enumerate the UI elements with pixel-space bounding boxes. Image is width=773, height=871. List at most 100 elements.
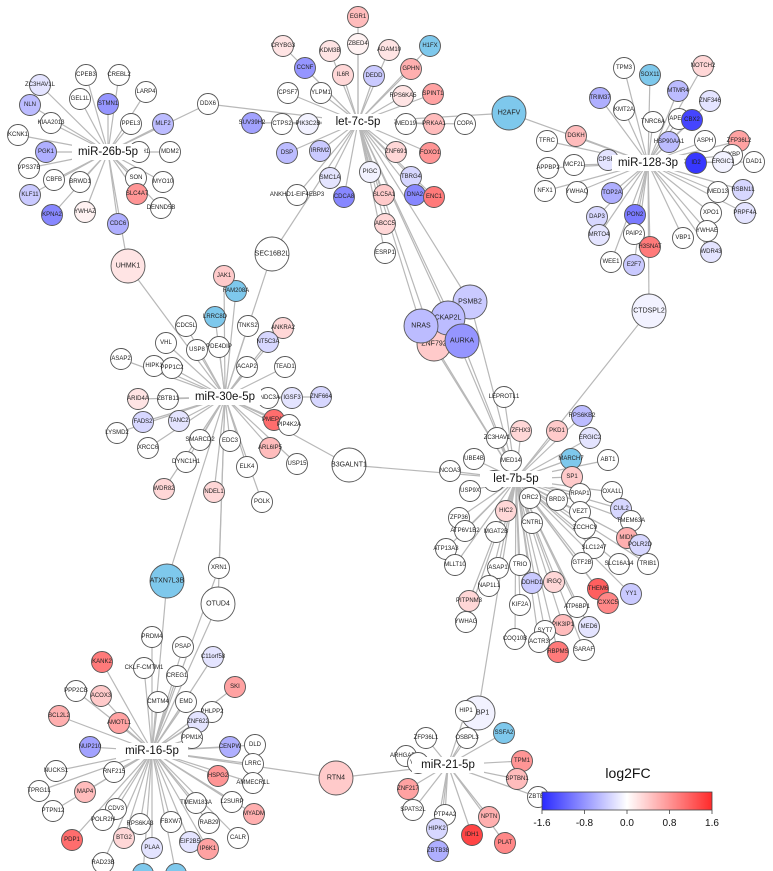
gene-node[interactable]: NAP1L1 — [478, 575, 501, 597]
gene-node[interactable]: POLK — [251, 491, 273, 513]
gene-node[interactable]: CXXC5 — [597, 592, 619, 614]
gene-node[interactable]: OXA1L — [601, 481, 623, 503]
gene-node[interactable]: CBFB — [43, 169, 65, 191]
gene-node[interactable]: LYSMD2 — [105, 422, 129, 444]
gene-node[interactable]: YY1 — [620, 583, 642, 605]
gene-node[interactable]: MRTO4 — [588, 224, 611, 246]
gene-node[interactable]: WDR82 — [153, 478, 175, 500]
gene-node[interactable]: CMTM4 — [147, 691, 169, 713]
gene-node[interactable]: NFX1 — [534, 180, 556, 202]
gene-node[interactable]: AMOTL1 — [107, 712, 132, 734]
gene-node[interactable]: KCNK1 — [7, 124, 29, 146]
gene-node[interactable]: PTPN12 — [42, 800, 65, 822]
gene-node[interactable]: BTG2 — [113, 827, 135, 849]
gene-node[interactable]: DEDD — [363, 65, 385, 87]
gene-node[interactable]: FOXO1 — [419, 142, 441, 164]
gene-node[interactable]: JAK1 — [213, 265, 235, 287]
gene-node[interactable]: ASPH — [694, 130, 716, 152]
gene-node[interactable]: CREG1 — [166, 665, 188, 687]
gene-node[interactable]: ZBTB11 — [157, 388, 179, 410]
gene-node[interactable]: ESRP1 — [374, 242, 396, 264]
gene-node[interactable]: SLC16A14 — [604, 553, 634, 575]
gene-node[interactable]: SPATS2L — [400, 799, 426, 821]
gene-node[interactable]: WDR43 — [700, 241, 722, 263]
gene-node[interactable]: H1FX — [419, 35, 441, 57]
gene-node[interactable]: ZNF346 — [699, 90, 721, 112]
gene-node[interactable]: ANKRA2 — [271, 317, 296, 339]
gene-node[interactable]: IP6K1 — [197, 838, 219, 860]
gene-node[interactable]: OSBPL3 — [455, 727, 479, 749]
gene-node[interactable]: STMN1 — [97, 93, 119, 115]
gene-node[interactable]: SPTBN1 — [505, 768, 529, 790]
gene-node[interactable]: RPS6KA3 — [126, 813, 154, 835]
gene-node[interactable]: GPHN — [400, 58, 422, 80]
gene-node[interactable]: MDM2 — [159, 141, 181, 163]
gene-node[interactable]: MLLT10 — [444, 554, 466, 576]
gene-node[interactable]: CPSF7 — [277, 82, 299, 104]
gene-node[interactable]: KIAA2013 — [37, 112, 65, 134]
gene-node[interactable]: ELK4 — [236, 456, 258, 478]
gene-node[interactable]: ORC2 — [519, 487, 541, 509]
gene-node[interactable]: ABCC5 — [374, 213, 396, 235]
gene-node[interactable]: TRIM37 — [589, 87, 611, 109]
gene-node[interactable]: CRYBG3 — [271, 35, 296, 57]
gene-node[interactable]: LRRC — [242, 753, 264, 775]
gene-node[interactable]: MYO10 — [152, 171, 174, 193]
gene-node[interactable]: CALR — [227, 827, 249, 849]
gene-node[interactable]: ACAP2 — [236, 356, 258, 378]
gene-node[interactable]: TNKS2 — [237, 315, 259, 337]
gene-node[interactable]: SPINT1 — [422, 83, 444, 105]
gene-node[interactable]: ZBTB38 — [427, 840, 450, 862]
gene-node[interactable]: ZC3HAV1L — [25, 74, 56, 96]
gene-node[interactable]: ERGIC1 — [712, 151, 735, 173]
gene-node[interactable]: MTMR4 — [667, 80, 689, 102]
gene-node[interactable]: CENPW — [219, 736, 242, 758]
gene-node[interactable]: TMEM183A — [180, 792, 212, 814]
gene-node[interactable]: CPEB3 — [75, 64, 97, 86]
gene-node[interactable]: NUP210 — [79, 736, 102, 758]
gene-node[interactable]: C11orf58 — [201, 646, 226, 668]
gene-node[interactable]: KMT2A — [613, 99, 635, 121]
gene-node[interactable]: FBXW7 — [160, 811, 182, 833]
gene-node[interactable]: YWHAZ — [74, 201, 96, 223]
mirna-hub[interactable]: miR-16-5p — [116, 743, 188, 759]
gene-node[interactable]: PLAA — [141, 837, 163, 859]
gene-node[interactable]: ASAP1 — [487, 557, 509, 579]
gene-node[interactable]: IGSF3 — [281, 387, 303, 409]
gene-node[interactable]: PPP1C2 — [160, 357, 184, 379]
gene-node[interactable]: ENC1 — [423, 186, 445, 208]
gene-node[interactable]: USP8 — [186, 339, 208, 361]
gene-node[interactable]: ACTR3 — [528, 631, 550, 653]
gene-node[interactable]: NOTCH2 — [691, 55, 716, 77]
gene-node[interactable]: IL6R — [332, 64, 354, 86]
gene-node[interactable]: COPA — [454, 113, 476, 135]
gene-node[interactable]: RAD23B — [91, 852, 115, 871]
gene-node[interactable]: RSBN1L — [731, 179, 755, 201]
gene-node[interactable]: IARS — [165, 863, 187, 871]
gene-node[interactable]: DDX6 — [197, 93, 219, 115]
gene-node[interactable]: SMARCD2 — [185, 429, 215, 451]
gene-node[interactable]: ZNF664 — [310, 386, 332, 408]
gene-node[interactable]: PGK1 — [35, 141, 57, 163]
gene-node[interactable]: SLC4A7 — [126, 183, 149, 205]
mirna-hub[interactable]: let-7c-5p — [322, 114, 394, 130]
gene-node[interactable]: DNA2 — [404, 184, 426, 206]
gene-node[interactable]: TPRG1L — [27, 780, 51, 802]
gene-node[interactable]: SOX11 — [639, 64, 661, 86]
gene-node[interactable]: SSFA2 — [493, 722, 515, 744]
gene-node[interactable]: NT5C3A — [256, 331, 280, 353]
gene-node[interactable]: ID2 — [685, 152, 707, 174]
gene-node[interactable]: ZNF691 — [385, 141, 407, 163]
gene-node[interactable]: SLC5A1 — [373, 184, 396, 206]
gene-node[interactable]: XRCC6 — [137, 437, 159, 459]
gene-node[interactable]: DLD — [244, 734, 266, 756]
gene-node[interactable]: H2AFV — [491, 95, 527, 131]
mirna-hub[interactable]: miR-21-5p — [412, 757, 484, 773]
gene-node[interactable]: TOP2A — [601, 182, 623, 204]
gene-node[interactable]: HSP90AA1 — [654, 131, 685, 153]
gene-node[interactable]: RPS6KA5 — [389, 85, 417, 107]
gene-node[interactable]: IRF2BPL — [131, 863, 156, 871]
gene-node[interactable]: EMD — [175, 691, 197, 713]
gene-node[interactable]: RTN4 — [318, 760, 354, 796]
gene-node[interactable]: SEC16B2L — [254, 236, 290, 272]
